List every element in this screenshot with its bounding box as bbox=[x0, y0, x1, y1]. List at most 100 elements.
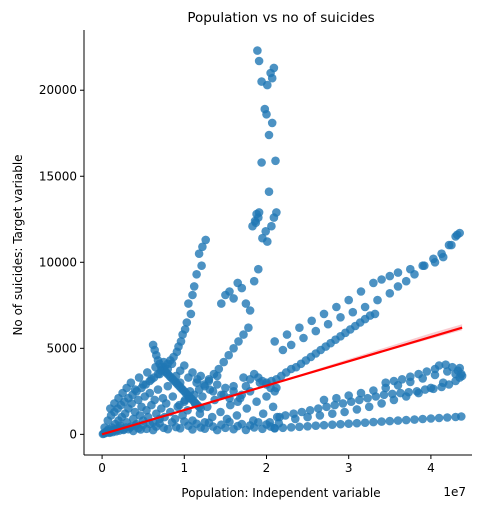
data-point bbox=[363, 393, 372, 403]
data-point bbox=[261, 227, 271, 236]
data-point bbox=[204, 376, 214, 386]
data-point bbox=[188, 290, 197, 300]
regression-layer bbox=[101, 326, 463, 436]
x-tick-label: 1 bbox=[180, 461, 188, 475]
data-point bbox=[268, 402, 278, 412]
data-point bbox=[418, 414, 428, 424]
y-tick-label: 10000 bbox=[39, 255, 77, 269]
data-point bbox=[225, 417, 234, 427]
data-point bbox=[167, 359, 177, 369]
data-point bbox=[393, 268, 403, 277]
data-point bbox=[426, 414, 436, 423]
data-point bbox=[319, 309, 329, 319]
data-point bbox=[270, 337, 280, 346]
data-point bbox=[244, 323, 253, 333]
data-point bbox=[186, 309, 196, 319]
data-point bbox=[267, 73, 277, 83]
data-point bbox=[278, 345, 288, 355]
y-axis-label: No of suicides: Target variable bbox=[11, 154, 25, 335]
data-point bbox=[457, 412, 466, 421]
x-axis-label: Population: Independent variable bbox=[181, 486, 380, 500]
data-point bbox=[344, 391, 354, 400]
data-point bbox=[328, 420, 337, 430]
data-point bbox=[291, 414, 300, 424]
data-point bbox=[252, 397, 261, 407]
axes-layer bbox=[83, 30, 472, 456]
data-point bbox=[130, 385, 140, 394]
data-point bbox=[232, 411, 242, 420]
data-point bbox=[267, 221, 276, 231]
data-point bbox=[451, 369, 460, 379]
data-point bbox=[381, 383, 391, 393]
x-tick-label: 2 bbox=[263, 461, 271, 475]
data-point bbox=[241, 381, 251, 391]
data-point bbox=[338, 399, 348, 408]
data-point bbox=[348, 307, 358, 317]
data-point bbox=[438, 378, 448, 388]
data-point bbox=[254, 56, 264, 66]
data-point bbox=[282, 330, 292, 339]
data-point bbox=[397, 375, 407, 384]
data-point bbox=[385, 289, 395, 298]
data-point bbox=[426, 383, 436, 393]
data-point bbox=[219, 357, 228, 367]
data-point bbox=[198, 392, 207, 401]
data-point bbox=[434, 413, 444, 423]
data-point bbox=[410, 415, 419, 424]
data-point bbox=[319, 420, 329, 430]
data-point bbox=[208, 387, 218, 396]
data-point bbox=[184, 299, 193, 308]
data-point bbox=[163, 424, 173, 434]
data-point bbox=[295, 422, 304, 432]
data-point bbox=[194, 249, 204, 258]
data-point bbox=[258, 409, 268, 419]
chart-title: Population vs no of suicides bbox=[187, 10, 374, 26]
data-point bbox=[437, 249, 446, 258]
data-point bbox=[303, 412, 312, 422]
data-point bbox=[344, 419, 354, 429]
data-point bbox=[377, 275, 386, 284]
data-point bbox=[159, 357, 168, 367]
data-point bbox=[239, 330, 248, 339]
data-point bbox=[195, 409, 205, 419]
data-point bbox=[161, 399, 171, 408]
data-point bbox=[297, 407, 307, 417]
data-point bbox=[444, 240, 454, 250]
data-point bbox=[212, 380, 222, 389]
data-point bbox=[217, 390, 226, 400]
data-point bbox=[369, 417, 378, 427]
data-point bbox=[323, 319, 333, 329]
data-point bbox=[229, 344, 238, 353]
x-axis-scale-label: 1e7 bbox=[443, 485, 466, 499]
data-point bbox=[332, 302, 341, 312]
data-point bbox=[451, 376, 460, 386]
data-point bbox=[257, 158, 266, 167]
data-point bbox=[188, 368, 197, 377]
data-point bbox=[286, 340, 296, 350]
x-tick-label: 0 bbox=[98, 461, 106, 475]
data-point bbox=[229, 294, 238, 303]
data-point bbox=[401, 415, 411, 425]
data-point bbox=[311, 326, 321, 336]
data-point bbox=[180, 395, 190, 405]
data-point bbox=[155, 369, 164, 379]
data-point bbox=[143, 368, 152, 377]
data-point bbox=[422, 367, 432, 376]
data-point bbox=[377, 399, 386, 408]
data-point bbox=[262, 392, 271, 401]
data-point bbox=[328, 409, 337, 419]
data-point bbox=[336, 419, 345, 429]
data-point bbox=[295, 323, 304, 333]
data-point bbox=[175, 424, 185, 433]
data-point bbox=[336, 313, 345, 322]
data-point bbox=[299, 333, 308, 343]
data-point bbox=[393, 282, 403, 291]
data-point bbox=[441, 360, 451, 370]
data-point bbox=[369, 386, 378, 395]
data-point bbox=[389, 395, 399, 405]
data-point bbox=[369, 278, 378, 288]
data-point bbox=[434, 361, 444, 370]
data-point bbox=[360, 302, 370, 312]
data-point bbox=[385, 416, 395, 426]
data-point bbox=[271, 156, 280, 166]
